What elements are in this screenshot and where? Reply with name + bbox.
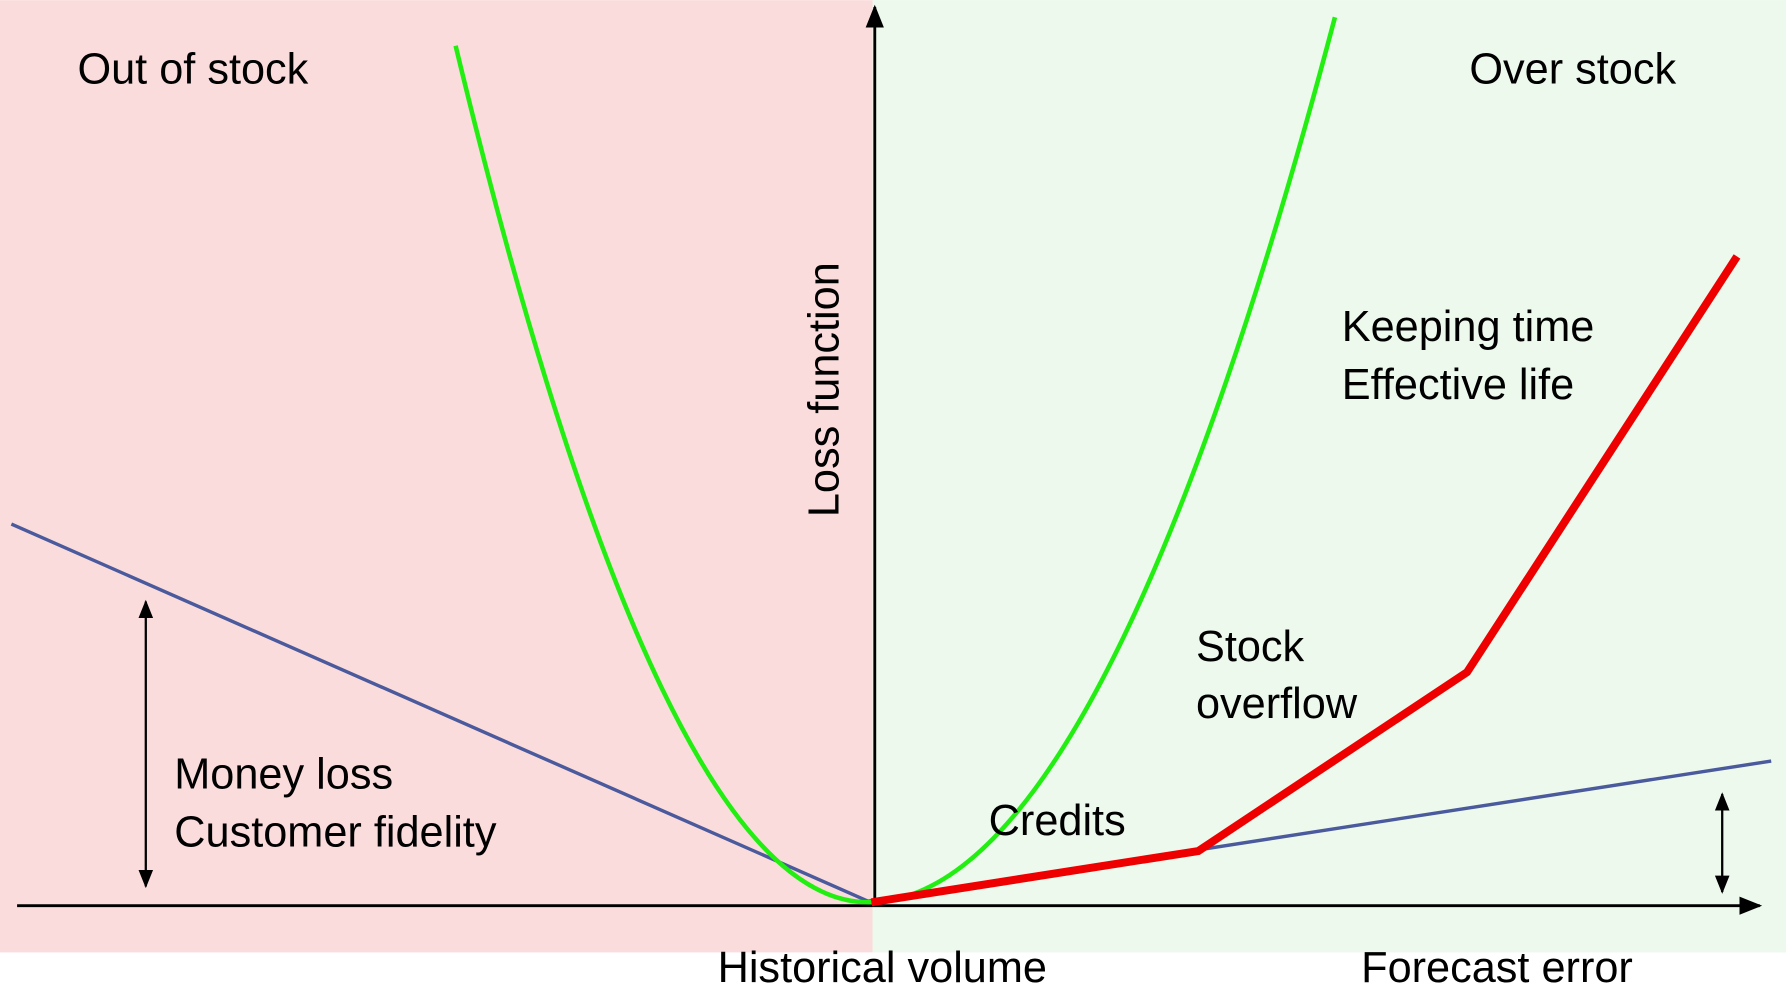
annotation: Effective life	[1342, 361, 1574, 409]
annotation: overflow	[1196, 680, 1358, 728]
annotation: Stock	[1196, 623, 1305, 671]
annotation: Keeping time	[1342, 303, 1595, 351]
annotation: Credits	[989, 797, 1126, 845]
region-label: Out of stock	[77, 45, 308, 93]
x-axis-label: Forecast error	[1361, 944, 1633, 989]
piecewise-loss	[870, 254, 1741, 907]
y-axis-label: Loss function	[800, 262, 848, 517]
region-label: Over stock	[1469, 45, 1676, 93]
left-linear-loss	[10, 522, 869, 903]
x-axis-label: Historical volume	[718, 944, 1047, 989]
over-stock-region	[872, 0, 1786, 953]
quadratic-loss	[453, 16, 1338, 905]
annotation: Money loss	[174, 750, 393, 798]
annotation: Customer fidelity	[174, 809, 497, 857]
